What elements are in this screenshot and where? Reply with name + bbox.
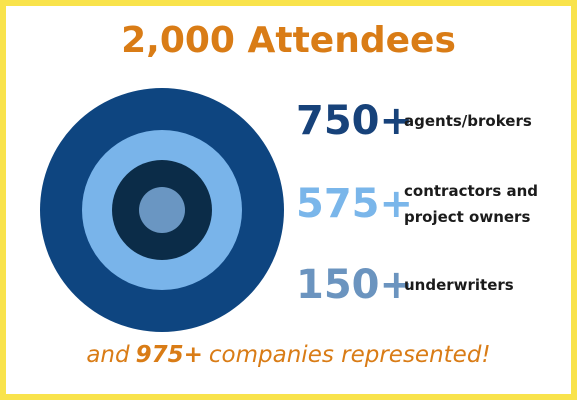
stat: 575+ contractors and project owners xyxy=(296,178,554,230)
stat-label: underwriters xyxy=(404,276,514,294)
stat-number: 575+ xyxy=(296,181,414,227)
target-graphic xyxy=(40,88,284,332)
bullseye xyxy=(139,187,185,233)
stat: 750+ agents/brokers xyxy=(296,98,554,144)
stat-label: agents/brokers xyxy=(404,112,532,130)
footer-text: companies represented! xyxy=(208,342,491,368)
stat: 150+ underwriters xyxy=(296,262,554,308)
title: 2,000 Attendees xyxy=(121,20,456,61)
footer-text: and xyxy=(86,342,130,368)
stat-number: 750+ xyxy=(296,98,414,144)
stat-number: 150+ xyxy=(296,262,414,308)
stat-label: contractors and project owners xyxy=(404,182,539,226)
footer-highlight: 975+ xyxy=(135,342,203,368)
footer: and 975+ companies represented! xyxy=(6,342,571,368)
